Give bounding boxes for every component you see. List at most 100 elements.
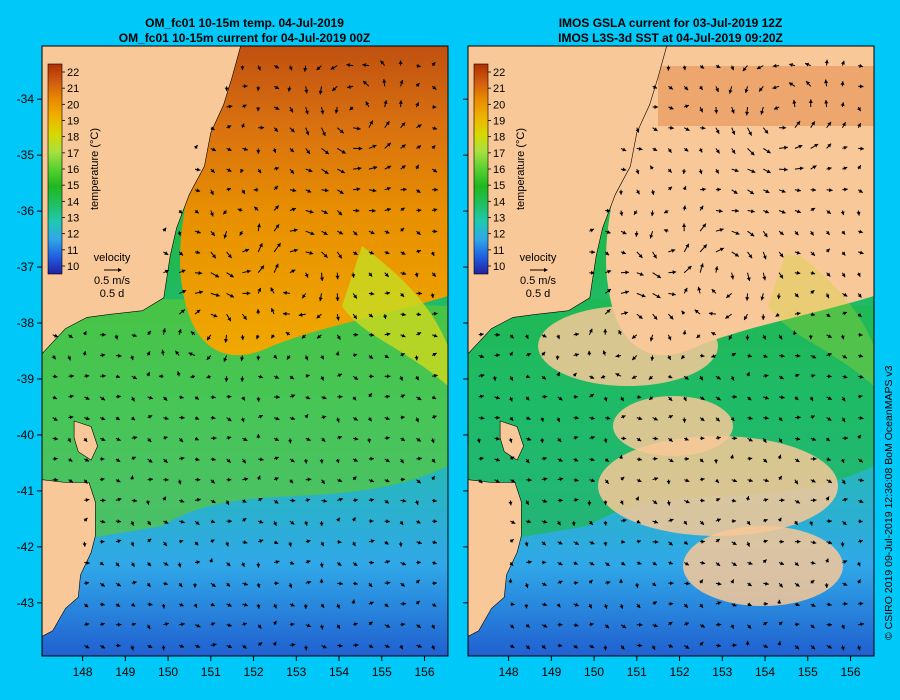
velocity-arrow bbox=[225, 500, 230, 506]
velocity-arrow bbox=[525, 353, 532, 357]
velocity-arrow bbox=[224, 334, 228, 343]
velocity-arrow bbox=[273, 242, 282, 253]
velocity-arrow bbox=[731, 436, 738, 441]
velocity-arrow bbox=[400, 394, 406, 399]
velocity-arrow bbox=[432, 126, 438, 130]
velocity-arrow bbox=[240, 334, 245, 341]
velocity-arrow bbox=[368, 120, 374, 128]
velocity-arrow bbox=[636, 643, 643, 648]
velocity-arrow bbox=[763, 189, 770, 194]
velocity-arrow bbox=[226, 458, 232, 463]
velocity-arrow bbox=[303, 458, 308, 464]
latitude-tick-label: -37 bbox=[17, 260, 35, 274]
velocity-arrow bbox=[210, 582, 216, 588]
velocity-arrow bbox=[330, 65, 338, 70]
velocity-arrow bbox=[68, 334, 73, 339]
velocity-arrow bbox=[146, 582, 151, 588]
velocity-arrow bbox=[858, 353, 864, 358]
velocity-arrow bbox=[762, 458, 768, 463]
velocity-arrow bbox=[242, 540, 248, 545]
velocity-arrow bbox=[115, 478, 121, 483]
velocity-arrow bbox=[305, 209, 314, 214]
velocity-arrow bbox=[779, 125, 787, 130]
velocity-arrow bbox=[178, 437, 184, 443]
velocity-arrow bbox=[524, 334, 529, 339]
velocity-legend-time: 0.5 d bbox=[526, 288, 550, 300]
velocity-arrow bbox=[206, 374, 211, 379]
velocity-arrow bbox=[810, 207, 816, 212]
velocity-arrow bbox=[210, 126, 215, 131]
velocity-arrow bbox=[240, 376, 245, 382]
velocity-arrow bbox=[858, 63, 864, 68]
velocity-arrow bbox=[368, 621, 374, 626]
velocity-arrow bbox=[731, 498, 737, 503]
velocity-arrow bbox=[99, 561, 105, 566]
velocity-arrow bbox=[668, 621, 673, 626]
velocity-arrow bbox=[649, 231, 654, 239]
velocity-arrow bbox=[346, 84, 354, 89]
velocity-arrow bbox=[684, 104, 690, 109]
velocity-arrow bbox=[825, 230, 830, 236]
velocity-arrow bbox=[825, 496, 830, 501]
velocity-arrow bbox=[416, 208, 422, 213]
velocity-arrow bbox=[667, 355, 672, 361]
velocity-arrow bbox=[242, 84, 248, 89]
velocity-arrow bbox=[526, 477, 532, 482]
colorbar-tick-label: 18 bbox=[67, 132, 79, 144]
velocity-arrow bbox=[257, 624, 262, 629]
velocity-arrow bbox=[319, 458, 324, 464]
velocity-arrow bbox=[288, 583, 293, 589]
velocity-arrow bbox=[398, 541, 403, 547]
velocity-arrow bbox=[177, 562, 182, 568]
velocity-arrow bbox=[352, 541, 356, 547]
velocity-arrow bbox=[226, 125, 232, 129]
velocity-arrow bbox=[432, 187, 438, 192]
velocity-arrow bbox=[648, 375, 653, 380]
velocity-arrow bbox=[161, 645, 166, 651]
velocity-legend-time: 0.5 d bbox=[100, 288, 124, 300]
velocity-arrow bbox=[510, 602, 515, 607]
velocity-arrow bbox=[810, 354, 817, 359]
velocity-arrow bbox=[84, 396, 90, 400]
velocity-arrow bbox=[746, 371, 750, 377]
velocity-arrow bbox=[226, 603, 232, 607]
velocity-arrow bbox=[131, 580, 137, 585]
velocity-arrow bbox=[478, 456, 484, 461]
colorbar-tick-label: 13 bbox=[493, 213, 505, 225]
velocity-arrow bbox=[321, 168, 329, 175]
longitude-tick-label: 151 bbox=[201, 665, 221, 679]
velocity-arrow bbox=[334, 106, 339, 114]
velocity-arrow bbox=[226, 562, 231, 567]
velocity-arrow bbox=[857, 106, 862, 112]
velocity-arrow bbox=[714, 266, 719, 273]
velocity-arrow bbox=[384, 332, 391, 337]
velocity-arrow bbox=[84, 458, 90, 462]
velocity-arrow bbox=[305, 560, 311, 564]
velocity-arrow bbox=[636, 519, 641, 524]
velocity-arrow bbox=[416, 644, 422, 648]
velocity-arrow bbox=[856, 562, 861, 567]
velocity-arrow bbox=[368, 230, 375, 235]
velocity-arrow bbox=[808, 334, 813, 340]
velocity-arrow bbox=[858, 622, 864, 627]
velocity-arrow bbox=[163, 477, 169, 482]
velocity-arrow bbox=[368, 560, 375, 565]
velocity-arrow bbox=[525, 645, 531, 650]
velocity-arrow bbox=[842, 560, 848, 564]
velocity-arrow bbox=[210, 602, 216, 607]
velocity-arrow bbox=[194, 457, 200, 462]
velocity-arrow bbox=[778, 189, 786, 193]
velocity-arrow bbox=[163, 561, 169, 566]
velocity-arrow bbox=[762, 127, 769, 134]
velocity-arrow bbox=[82, 350, 87, 356]
velocity-arrow bbox=[289, 622, 295, 627]
velocity-arrow bbox=[856, 645, 861, 651]
velocity-arrow bbox=[573, 436, 579, 440]
velocity-arrow bbox=[226, 168, 232, 172]
velocity-arrow bbox=[619, 189, 623, 195]
velocity-arrow bbox=[384, 120, 390, 128]
velocity-arrow bbox=[494, 415, 500, 420]
velocity-arrow bbox=[256, 148, 261, 154]
velocity-arrow bbox=[352, 313, 358, 320]
velocity-arrow bbox=[432, 581, 437, 586]
